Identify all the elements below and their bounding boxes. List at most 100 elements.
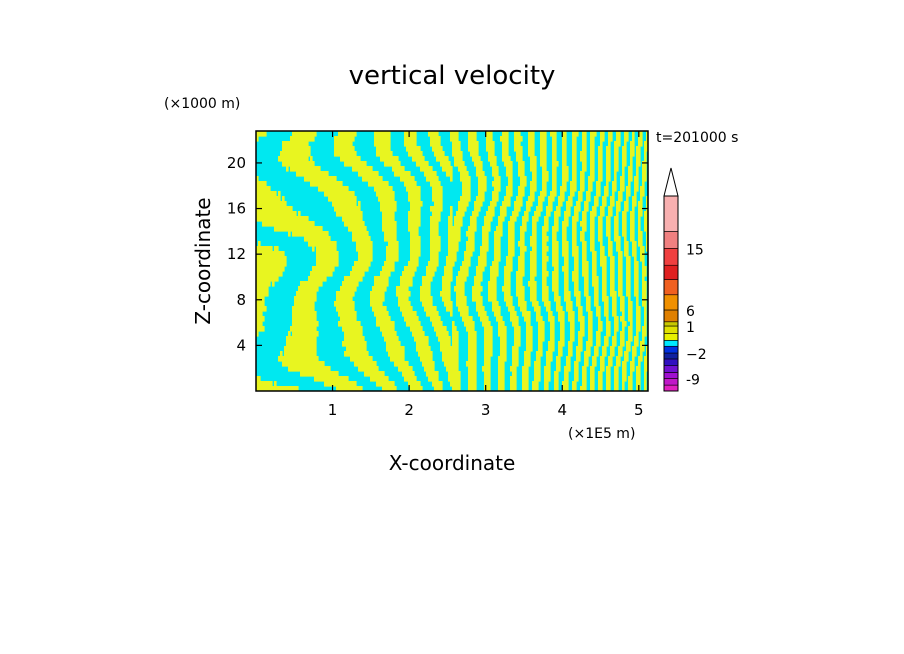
updraft-cell [642,296,645,302]
updraft-cell [646,241,648,247]
updraft-cell [354,211,357,217]
updraft-cell [310,171,313,177]
updraft-cell [450,311,453,317]
updraft-cell [340,186,343,192]
updraft-cell [598,311,601,317]
updraft-cell [626,201,629,207]
updraft-cell [552,251,555,257]
updraft-cell [636,336,639,342]
updraft-cell [380,291,383,297]
updraft-cell [302,156,305,162]
updraft-cell [534,181,537,187]
updraft-cell [446,346,449,352]
updraft-cell [582,151,585,157]
updraft-cell [470,246,473,252]
updraft-cell [350,216,353,222]
updraft-cell [612,296,615,302]
updraft-cell [520,271,523,277]
updraft-cell [268,206,271,212]
updraft-cell [256,201,259,207]
updraft-cell [336,141,339,147]
updraft-cell [596,276,599,282]
updraft-cell [606,146,609,152]
updraft-cell [360,171,363,177]
updraft-cell [468,131,471,137]
updraft-cell [378,296,381,302]
updraft-cell [308,171,311,177]
updraft-cell [398,356,401,362]
updraft-cell [368,256,371,262]
updraft-cell [388,326,391,332]
updraft-cell [488,156,491,162]
updraft-cell [552,156,555,162]
updraft-cell [512,246,515,252]
updraft-cell [630,151,633,157]
updraft-cell [296,366,299,372]
updraft-cell [296,216,299,222]
updraft-cell [628,181,631,187]
updraft-cell [348,141,351,147]
updraft-cell [450,306,453,312]
updraft-cell [590,161,593,167]
updraft-cell [580,341,583,347]
updraft-cell [378,146,381,152]
updraft-cell [598,231,601,237]
updraft-cell [424,161,427,167]
updraft-cell [426,286,429,292]
updraft-cell [454,161,457,167]
updraft-cell [490,156,493,162]
updraft-cell [462,286,465,292]
updraft-cell [638,316,641,322]
updraft-cell [300,296,303,302]
updraft-cell [508,296,511,302]
updraft-cell [260,276,263,282]
updraft-cell [352,386,355,391]
updraft-cell [542,276,545,282]
updraft-cell [632,206,635,212]
updraft-cell [356,231,359,237]
updraft-cell [346,151,349,157]
updraft-cell [418,201,421,207]
updraft-cell [384,386,387,391]
updraft-cell [456,381,459,387]
updraft-cell [378,301,381,307]
updraft-cell [516,276,519,282]
colorbar-segment [663,321,679,327]
updraft-cell [446,276,449,282]
updraft-cell [636,171,639,177]
updraft-cell [468,226,471,232]
updraft-cell [420,286,423,292]
updraft-cell [468,236,471,242]
updraft-cell [430,166,433,172]
updraft-cell [350,356,353,362]
updraft-cell [364,231,367,237]
updraft-cell [484,366,487,372]
updraft-cell [458,166,461,172]
updraft-cell [548,341,551,347]
updraft-cell [540,321,543,327]
updraft-cell [566,386,569,391]
updraft-cell [618,236,621,242]
updraft-cell [540,206,543,212]
updraft-cell [534,376,537,382]
updraft-cell [520,136,523,142]
updraft-cell [336,296,339,302]
updraft-cell [298,366,301,372]
updraft-cell [344,211,347,217]
updraft-cell [322,266,325,272]
updraft-cell [594,291,597,297]
updraft-cell [386,316,389,322]
updraft-cell [402,296,405,302]
updraft-cell [384,136,387,142]
updraft-cell [626,356,629,362]
updraft-cell [530,266,533,272]
updraft-cell [334,201,337,207]
updraft-cell [300,226,303,232]
updraft-cell [430,141,433,147]
updraft-cell [612,201,615,207]
updraft-cell [422,286,425,292]
updraft-cell [382,376,385,382]
updraft-cell [514,146,517,152]
updraft-cell [532,186,535,192]
updraft-cell [410,321,413,327]
